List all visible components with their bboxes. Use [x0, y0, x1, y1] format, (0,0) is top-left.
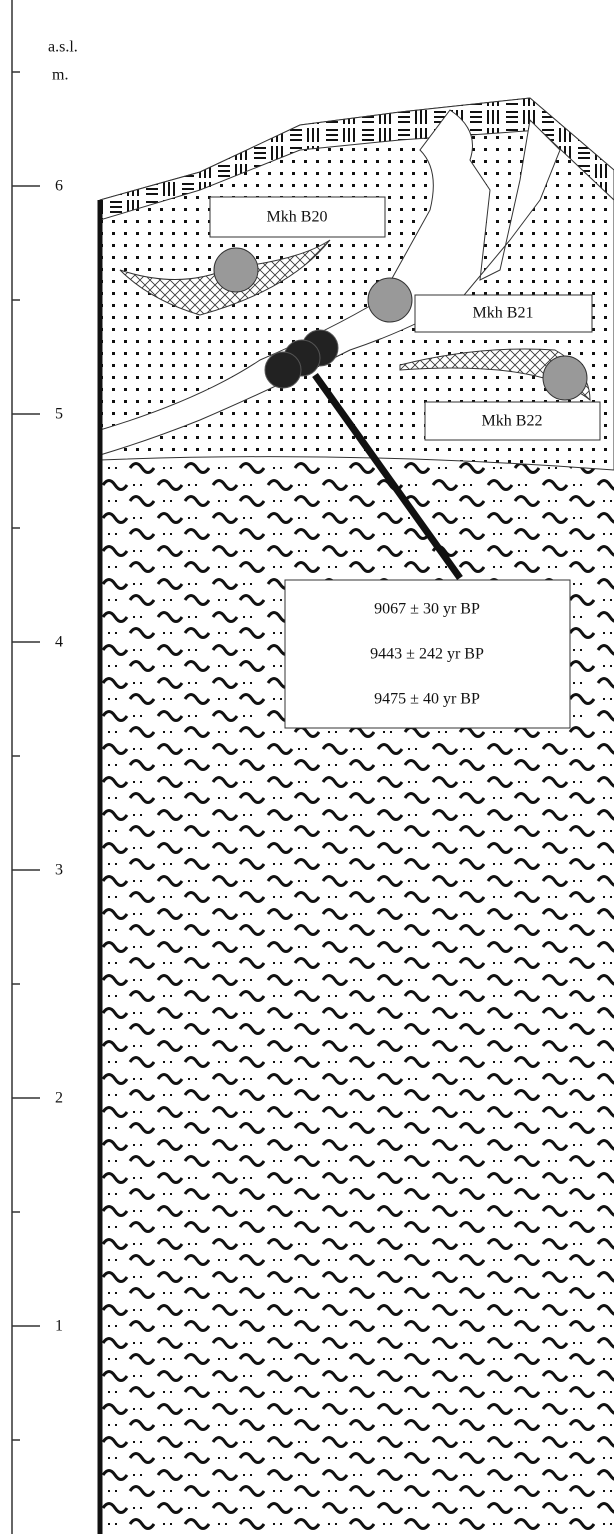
date-label: 9067 ± 30 yr BP	[374, 601, 480, 618]
axis-unit: a.s.l.	[48, 39, 78, 56]
label-box	[209, 196, 386, 238]
tick-label: 4	[55, 634, 63, 651]
sample-label: Mkh B22	[482, 413, 543, 430]
soil-layer	[99, 97, 614, 221]
sample-label: Mkh B20	[267, 209, 328, 226]
sample-dot	[542, 355, 588, 401]
tick-label: 1	[55, 1318, 63, 1335]
leader-line	[312, 372, 463, 581]
axis-ticks: 6 5 4 3 2 1	[12, 71, 63, 1441]
axis-unit: m.	[52, 67, 68, 84]
tick-label: 2	[55, 1090, 63, 1107]
sample-dot	[367, 277, 413, 323]
date-label: 9475 ± 40 yr BP	[374, 691, 480, 708]
dated-sample	[264, 351, 302, 389]
sample-dot	[213, 247, 259, 293]
label-box	[424, 401, 601, 441]
tick-label: 5	[55, 406, 63, 423]
root-channel	[99, 109, 561, 456]
tick-label: 6	[55, 178, 63, 195]
label-box	[414, 294, 593, 333]
sample-label: Mkh B21	[473, 305, 534, 322]
section: Mkh B20 Mkh B21 Mkh B22 9067 ± 30 yr BP …	[97, 97, 614, 1534]
dates-box	[284, 579, 571, 729]
tick-label: 3	[55, 862, 63, 879]
date-label: 9443 ± 242 yr BP	[370, 646, 484, 663]
